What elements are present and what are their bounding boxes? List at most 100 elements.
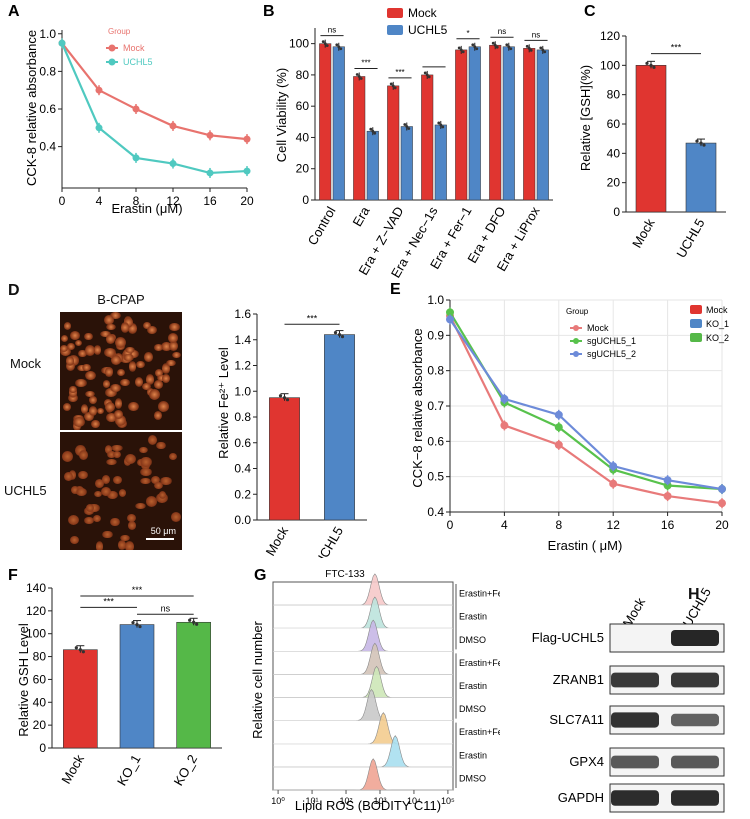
y-tick-label: 0 xyxy=(613,205,620,219)
cell xyxy=(124,540,135,550)
legend-title: Group xyxy=(108,27,131,36)
track-label: Erastin+Fer-1 xyxy=(459,589,500,599)
replicate-point xyxy=(337,333,342,337)
data-point xyxy=(446,308,454,317)
histogram-track xyxy=(273,735,453,768)
replicate-point xyxy=(493,43,497,47)
y-tick-label: 0.9 xyxy=(427,328,444,342)
legend-label: Mock xyxy=(408,6,438,20)
replicate-point xyxy=(649,63,653,67)
cell xyxy=(60,345,69,353)
data-point xyxy=(243,135,251,143)
y-axis-label: Relative Fe²⁺ Level xyxy=(216,347,231,459)
cell xyxy=(142,321,151,329)
y-tick-label: 40 xyxy=(607,146,621,160)
blot-band xyxy=(671,713,719,727)
y-tick-label: 80 xyxy=(607,88,621,102)
y-tick-label: 0.8 xyxy=(234,410,251,424)
replicate-point xyxy=(340,335,345,339)
cell xyxy=(120,379,130,386)
x-tick-label: Mock xyxy=(263,524,292,558)
cell xyxy=(104,444,113,454)
blot-row-label: SLC7A11 xyxy=(549,712,604,727)
y-tick-label: 100 xyxy=(289,37,309,51)
replicate-point xyxy=(407,127,411,130)
cell xyxy=(84,390,96,398)
panel-g-letter: G xyxy=(254,567,266,584)
cell xyxy=(166,360,176,367)
replicate-point xyxy=(403,123,407,126)
cell xyxy=(153,344,163,351)
cell xyxy=(110,355,122,365)
significance-label: *** xyxy=(395,68,404,77)
replicate-point xyxy=(78,648,82,652)
x-tick-label: Mock xyxy=(629,216,658,251)
bar-uchl5 xyxy=(400,126,413,201)
panel-f-letter: F xyxy=(8,567,18,584)
cell xyxy=(83,517,94,524)
data-point xyxy=(206,131,214,139)
cell xyxy=(93,515,101,522)
cell xyxy=(79,449,88,461)
bar-mock xyxy=(421,74,434,201)
replicate-point xyxy=(325,44,329,48)
x-tick-label: Control xyxy=(305,204,339,248)
cell xyxy=(113,451,122,458)
y-tick-label: 1.4 xyxy=(234,333,251,347)
bar-mock xyxy=(353,76,366,201)
blot-row-label: GPX4 xyxy=(569,754,604,769)
data-point xyxy=(95,124,103,132)
blot-band xyxy=(611,712,659,728)
cell xyxy=(63,322,71,330)
series-line-mock xyxy=(449,315,723,505)
cell xyxy=(110,383,122,392)
panel-a-letter: A xyxy=(8,3,20,20)
cell xyxy=(60,347,72,357)
replicate-point xyxy=(339,47,343,51)
legend-swatch xyxy=(690,305,702,314)
blot-band xyxy=(611,672,659,688)
significance-label: *** xyxy=(132,585,143,595)
data-point xyxy=(500,394,509,403)
replicate-point xyxy=(695,139,699,143)
x-tick-label: KO_1 xyxy=(114,752,144,788)
cell xyxy=(85,370,97,381)
row-label-uchl5: UCHL5 xyxy=(4,483,47,498)
replicate-point xyxy=(282,396,287,400)
x-tick-label: 8 xyxy=(133,194,140,208)
bar-mock xyxy=(387,85,400,201)
legend-label: UCHL5 xyxy=(408,23,448,37)
legend-label: Mock xyxy=(123,43,145,53)
x-tick-label: 0 xyxy=(59,194,66,208)
scale-bar xyxy=(146,538,174,540)
cell xyxy=(157,374,166,382)
cell xyxy=(99,331,111,338)
replicate-point xyxy=(471,43,475,47)
cell xyxy=(96,407,104,415)
panel-d-letter: D xyxy=(8,282,20,299)
cell xyxy=(102,530,114,539)
replicate-point xyxy=(135,622,139,627)
cell xyxy=(153,410,162,420)
cell xyxy=(161,342,172,352)
cell xyxy=(69,386,77,393)
series-line-sguchl5_2 xyxy=(449,318,723,491)
cell xyxy=(120,534,130,541)
replicate-point xyxy=(699,141,703,145)
replicate-point xyxy=(461,50,465,54)
cell xyxy=(101,474,110,485)
cell xyxy=(73,416,85,427)
replicate-point xyxy=(441,125,445,129)
panel-h: H xyxy=(500,560,750,819)
panel-c-chart: C Relative [GSH](%) 0 20 40 60 80 100 120 Mock U… xyxy=(578,3,726,260)
track-label: Erastin xyxy=(459,750,487,760)
track-label: Erastin+Fer-1 xyxy=(459,658,500,668)
cell xyxy=(106,491,119,500)
replicate-point xyxy=(278,394,283,398)
cell xyxy=(158,491,166,500)
y-tick-label: 0 xyxy=(302,193,309,207)
bar-mock xyxy=(319,43,332,201)
cell xyxy=(154,380,164,389)
data-point xyxy=(554,410,563,419)
panel-e-letter: E xyxy=(390,281,401,298)
